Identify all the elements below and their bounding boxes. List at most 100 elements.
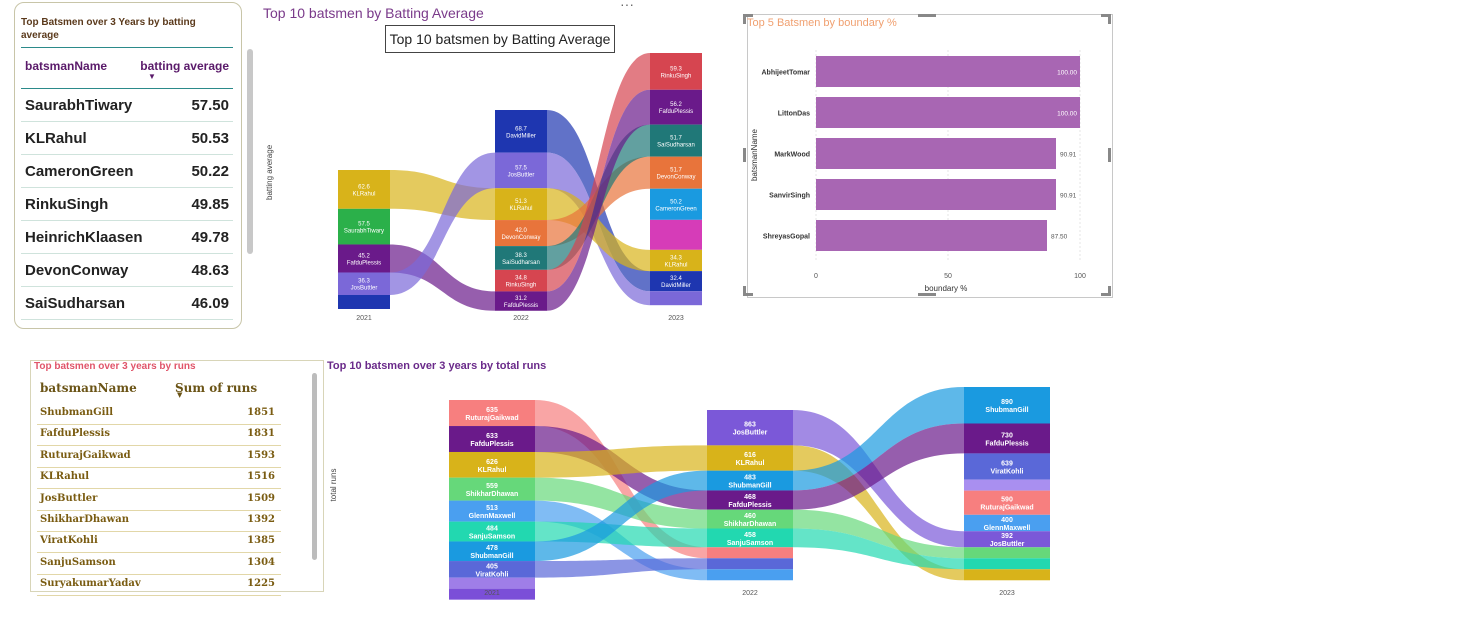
ribbon-flow[interactable]: [390, 170, 495, 221]
ribbon-segment[interactable]: [707, 547, 793, 559]
ribbon-flow[interactable]: [535, 445, 707, 478]
ribbon-segment[interactable]: [495, 291, 547, 311]
table-scrollbar[interactable]: [247, 49, 253, 254]
ribbon-flow[interactable]: [535, 558, 707, 578]
ribbon-segment[interactable]: [495, 246, 547, 270]
column-header-batsman-runs[interactable]: batsmanName: [40, 381, 137, 395]
ribbon-flow[interactable]: [547, 89, 650, 311]
ribbon-segment[interactable]: [707, 509, 793, 529]
column-header-sum-of-runs[interactable]: Sum of runs: [175, 381, 258, 395]
ribbon-segment[interactable]: [650, 219, 702, 250]
ribbon-segment[interactable]: [650, 249, 702, 272]
ribbon-segment[interactable]: [449, 561, 535, 578]
more-options-icon[interactable]: ···: [620, 0, 634, 12]
table-row[interactable]: KLRahul 50.53: [21, 122, 233, 155]
ribbon-flow[interactable]: [793, 509, 964, 559]
ribbon-segment[interactable]: [707, 528, 793, 548]
ribbon-segment[interactable]: [495, 220, 547, 247]
ribbon-segment[interactable]: [449, 451, 535, 478]
ribbon-segment[interactable]: [964, 514, 1050, 532]
table-row[interactable]: HeinrichKlaasen 49.78: [21, 221, 233, 254]
ribbon-flow[interactable]: [547, 53, 650, 292]
ribbon-flow[interactable]: [535, 470, 707, 562]
table-row[interactable]: SaurabhTiwary 57.50: [21, 89, 233, 122]
ribbon-segment[interactable]: [495, 152, 547, 189]
ribbon-segment[interactable]: [707, 558, 793, 570]
ribbon-segment[interactable]: [449, 541, 535, 562]
ribbon-segment[interactable]: [964, 558, 1050, 570]
sort-desc-icon[interactable]: ▼: [177, 390, 183, 399]
ribbon-segment[interactable]: [964, 387, 1050, 424]
table-row[interactable]: ShubmanGill 1851: [37, 403, 281, 425]
ribbon-segment[interactable]: [650, 89, 702, 125]
ribbon-segment[interactable]: [338, 244, 390, 273]
ribbon-segment[interactable]: [338, 170, 390, 209]
table-row[interactable]: FafduPlessis 1831: [37, 424, 281, 447]
table-row[interactable]: CameronGreen 50.22: [21, 155, 233, 188]
ribbon-segment[interactable]: [650, 53, 702, 90]
segment-value-label: 68.7: [515, 126, 527, 132]
ribbon-segment[interactable]: [964, 479, 1050, 491]
ribbon-segment[interactable]: [449, 477, 535, 501]
ribbon-segment[interactable]: [495, 110, 547, 153]
ribbon-segment[interactable]: [964, 453, 1050, 480]
ribbon-segment[interactable]: [707, 490, 793, 510]
bar[interactable]: [816, 220, 1047, 251]
table-row[interactable]: ViratKohli 1385: [37, 531, 281, 554]
bar[interactable]: [816, 138, 1057, 169]
ribbon-segment[interactable]: [650, 156, 702, 189]
ribbon-segment[interactable]: [495, 269, 547, 292]
sort-desc-icon[interactable]: ▼: [148, 72, 156, 81]
table-row[interactable]: JosButtler 1509: [37, 489, 281, 511]
ribbon-segment[interactable]: [449, 400, 535, 427]
ribbon-segment[interactable]: [338, 272, 390, 295]
column-header-batting-average[interactable]: batting average: [140, 59, 229, 73]
runs-table-scrollbar[interactable]: [312, 373, 317, 560]
ribbon-segment[interactable]: [449, 426, 535, 452]
ribbon-flow[interactable]: [547, 188, 650, 272]
ribbon-segment[interactable]: [707, 470, 793, 491]
ribbon-flow[interactable]: [535, 477, 707, 529]
table-row[interactable]: RuturajGaikwad 1593: [37, 446, 281, 468]
ribbon-segment[interactable]: [449, 500, 535, 522]
bar[interactable]: [816, 97, 1080, 128]
segment-name-label: CameronGreen: [655, 206, 696, 212]
ribbon-segment[interactable]: [449, 521, 535, 542]
table-row[interactable]: SanjuSamson 1304: [37, 553, 281, 575]
ribbon-segment[interactable]: [964, 423, 1050, 454]
table-row[interactable]: ShikharDhawan 1392: [37, 510, 281, 532]
ribbon-segment[interactable]: [707, 569, 793, 581]
table-row[interactable]: DevonConway 48.63: [21, 254, 233, 287]
ribbon-segment[interactable]: [707, 445, 793, 471]
ribbon-segment[interactable]: [338, 208, 390, 245]
ribbon-flow[interactable]: [390, 152, 495, 295]
segment-name-label: SaiSudharsan: [657, 143, 695, 149]
ribbon-segment[interactable]: [650, 291, 702, 306]
ribbon-segment[interactable]: [650, 271, 702, 292]
batsman-name-cell: ShubmanGill: [40, 407, 114, 418]
table-row[interactable]: SaiSudharsan 46.09: [21, 287, 233, 320]
bar-value-label: 100.00: [1057, 70, 1077, 77]
ribbon-segment[interactable]: [650, 124, 702, 157]
ribbon-segment[interactable]: [495, 188, 547, 221]
table-row[interactable]: RinkuSingh 49.85: [21, 188, 233, 221]
table-row[interactable]: KLRahul 1516: [37, 467, 281, 490]
bar[interactable]: [816, 179, 1057, 210]
ribbon-segment[interactable]: [449, 577, 535, 589]
table-row[interactable]: SuryakumarYadav 1225: [37, 574, 281, 597]
ribbon-segment[interactable]: [964, 490, 1050, 515]
ribbon-flow[interactable]: [793, 528, 964, 570]
column-header-batsman[interactable]: batsmanName: [25, 59, 108, 73]
ribbon-segment[interactable]: [964, 569, 1050, 581]
batsman-name-cell: KLRahul: [40, 471, 90, 483]
bar[interactable]: [816, 56, 1080, 87]
ribbon-segment[interactable]: [707, 410, 793, 446]
ribbon-segment[interactable]: [964, 531, 1050, 548]
ribbon-segment[interactable]: [338, 294, 390, 309]
ribbon-flow[interactable]: [793, 387, 964, 491]
ribbon-flow[interactable]: [793, 423, 964, 510]
segment-name-label: SanjuSamson: [469, 534, 515, 541]
ribbon-segment[interactable]: [449, 588, 535, 600]
ribbon-segment[interactable]: [964, 547, 1050, 559]
ribbon-segment[interactable]: [650, 188, 702, 220]
